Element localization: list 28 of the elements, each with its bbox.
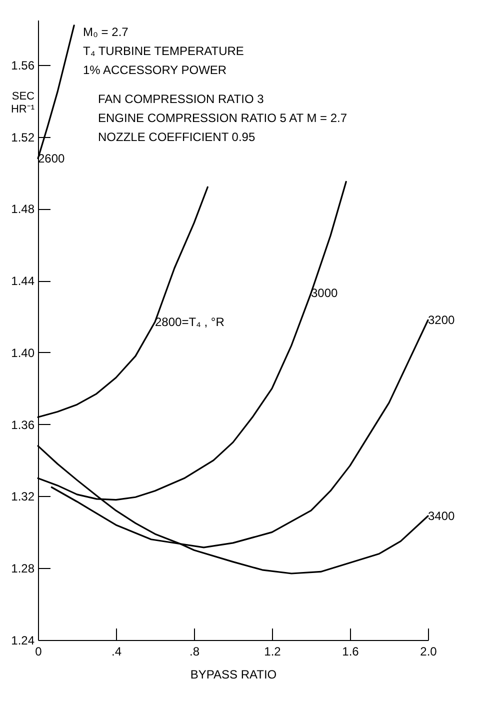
series-label: 2800=T₄ , °R: [155, 314, 225, 329]
annotation: FAN COMPRESSION RATIO 3: [98, 92, 264, 106]
x-tick-label: 1.2: [264, 644, 282, 658]
series-label: 3000: [311, 286, 338, 300]
x-tick-label: .4: [111, 644, 122, 658]
x-axis-title: BYPASS RATIO: [190, 668, 277, 682]
series-label: 3200: [428, 313, 456, 328]
x-tick-label: 0: [35, 644, 42, 658]
y-tick-label: 1.40: [11, 346, 35, 360]
x-tick-label: 1.6: [342, 644, 360, 658]
y-tick-label: 1.32: [11, 490, 35, 504]
x-tick-label: .8: [189, 644, 200, 658]
annotation: 1% ACCESSORY POWER: [83, 63, 227, 77]
x-tick-label: 2.0: [420, 644, 438, 658]
y-axis-title: SEC HR⁻¹: [10, 90, 35, 116]
annotation: M₀ = 2.7: [83, 25, 129, 39]
y-tick-label: 1.36: [11, 418, 35, 432]
y-tick-label: 1.24: [11, 634, 35, 648]
y-tick-label: 1.52: [11, 130, 35, 144]
y-tick-label: 1.48: [11, 202, 35, 216]
y-tick-label: 1.28: [11, 562, 35, 576]
series-label: 2600: [38, 151, 66, 166]
y-tick-label: 1.44: [11, 274, 35, 288]
annotation: NOZZLE COEFFICIENT 0.95: [98, 130, 256, 144]
y-tick-label: 1.56: [11, 58, 35, 72]
annotation: ENGINE COMPRESSION RATIO 5 AT M = 2.7: [98, 111, 348, 125]
series-label: 3400: [428, 509, 456, 523]
annotation: T₄ TURBINE TEMPERATURE: [83, 44, 244, 58]
